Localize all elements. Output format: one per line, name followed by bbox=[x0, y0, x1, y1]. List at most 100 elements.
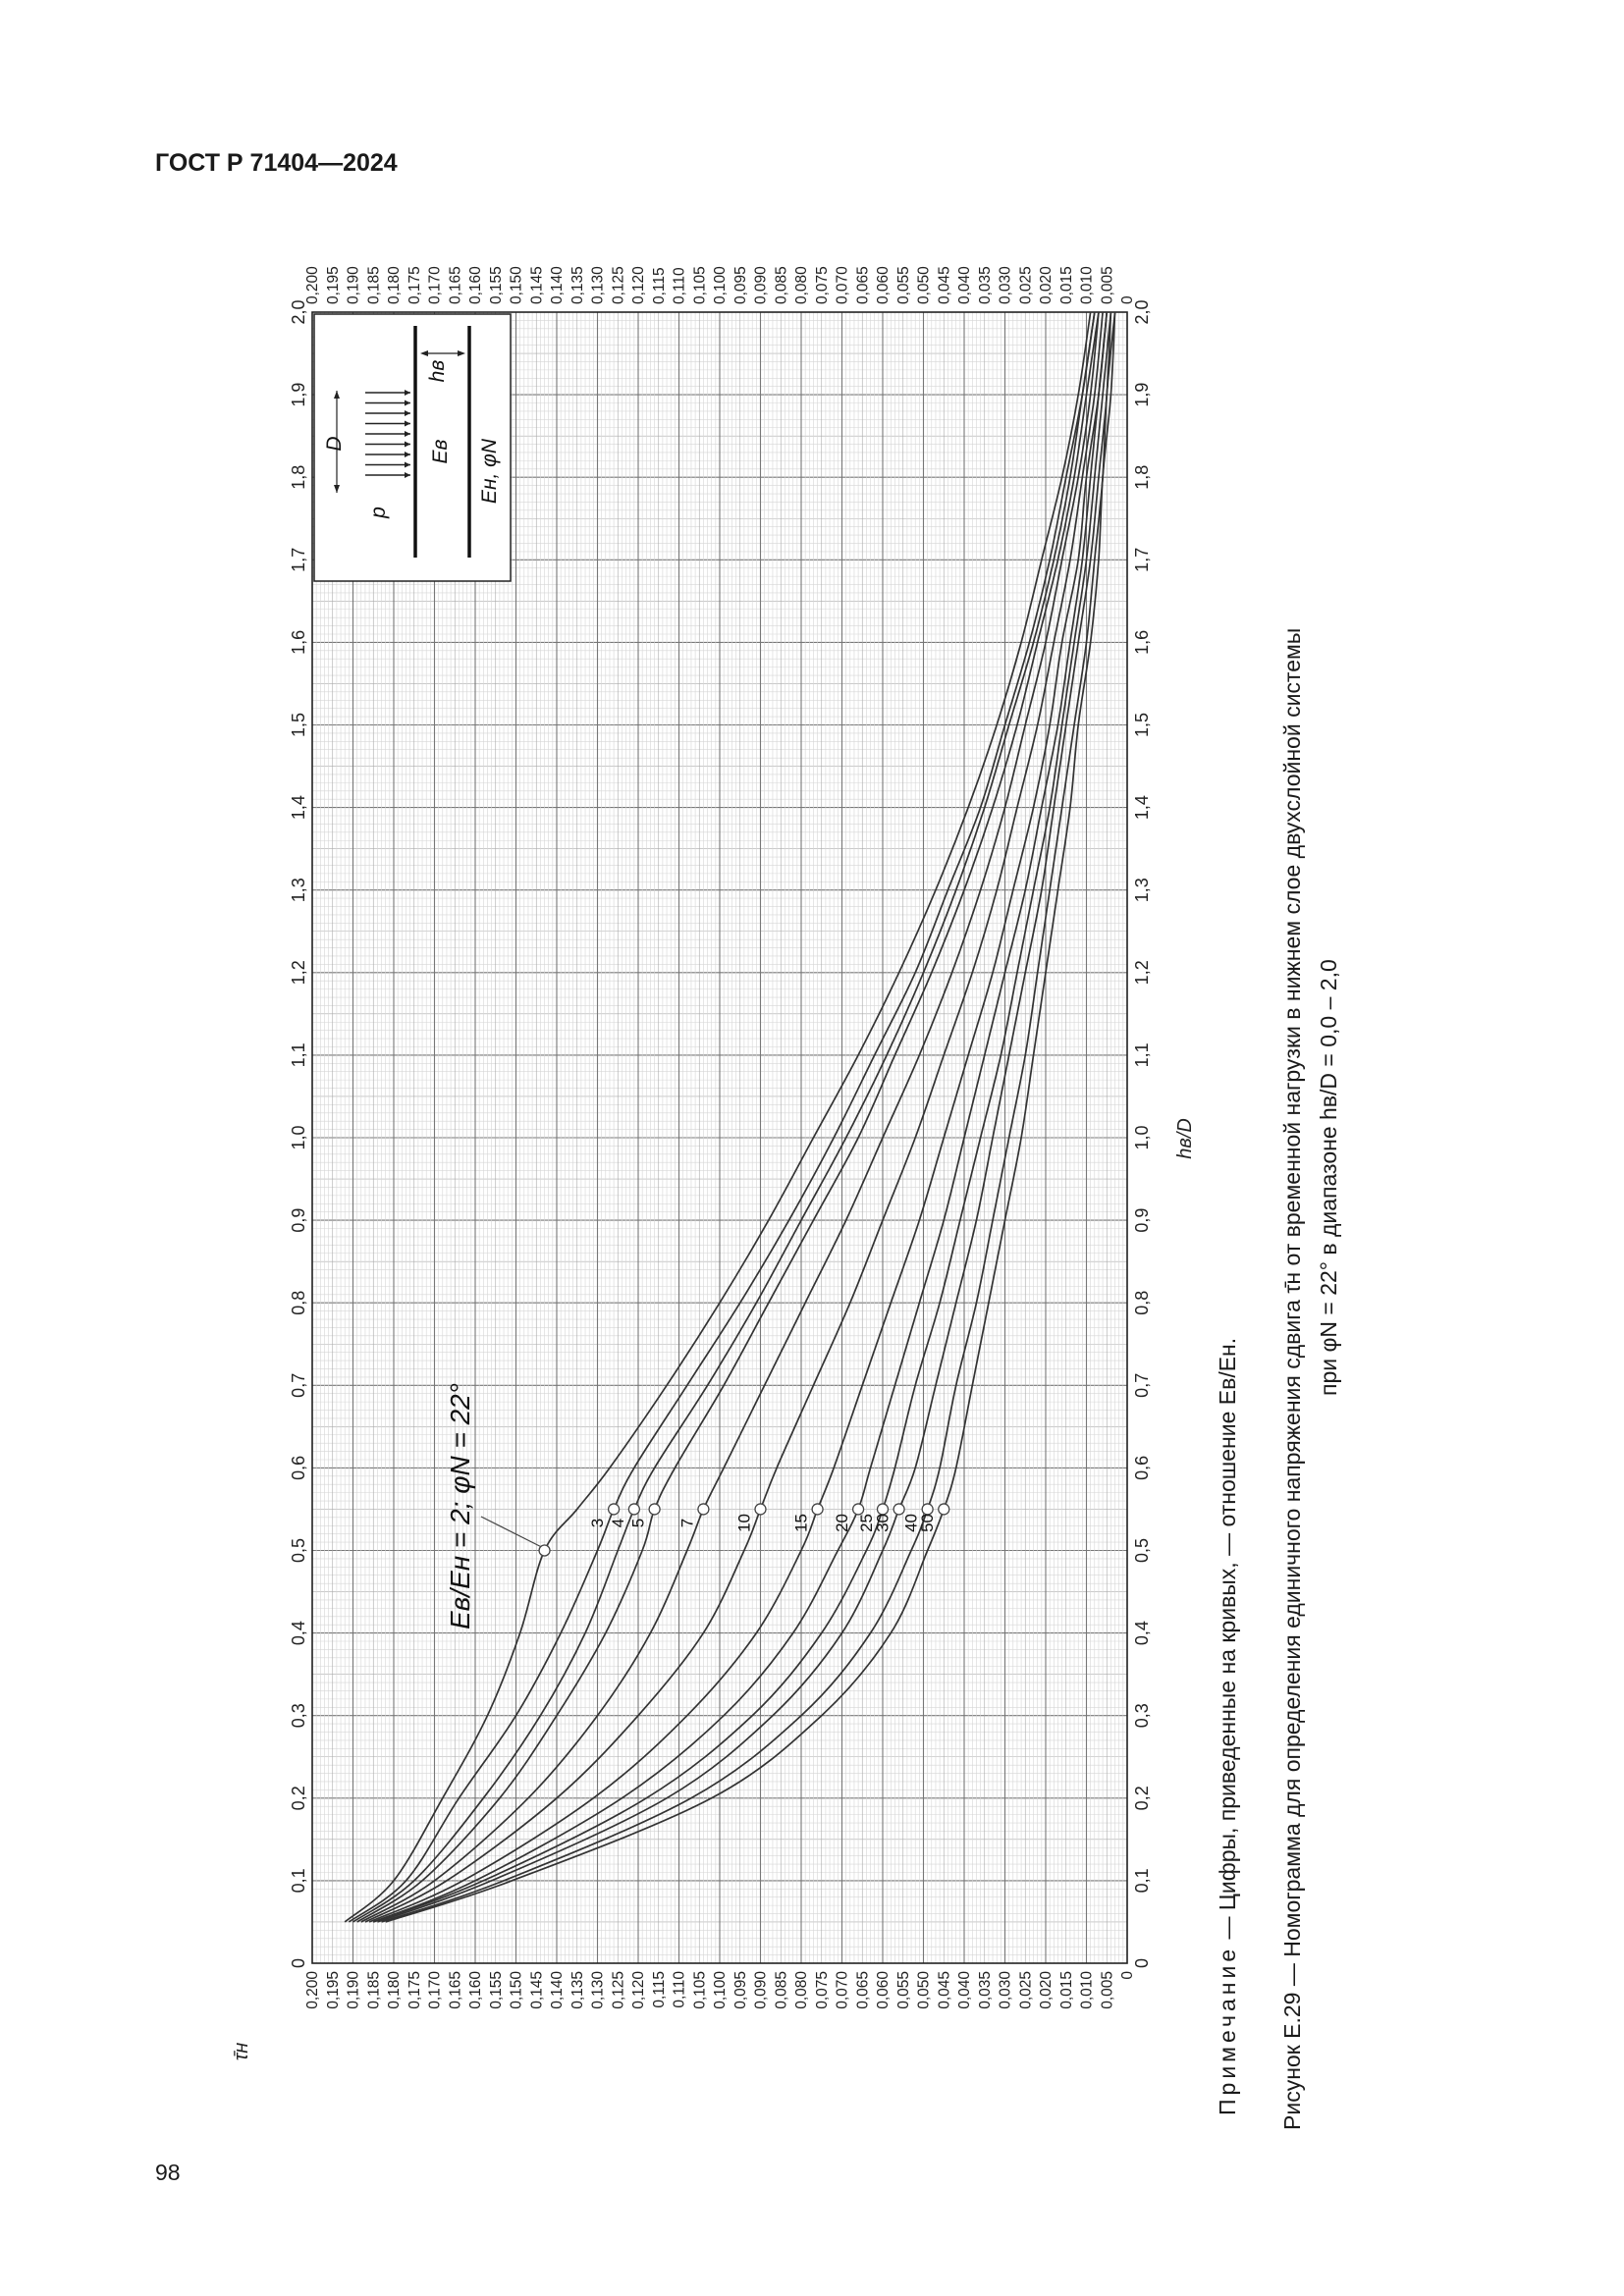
curve-group bbox=[344, 311, 1116, 1923]
x-tick-label: 0,8 bbox=[1132, 1291, 1152, 1315]
load-arrow-head bbox=[405, 420, 410, 427]
y-tick-label: 0,120 bbox=[630, 1971, 647, 2009]
y-tick-label: 0,185 bbox=[365, 266, 382, 304]
load-arrow-head bbox=[405, 390, 410, 396]
y-tick-label: 0,010 bbox=[1079, 1971, 1096, 2009]
x-tick-label: 1,5 bbox=[1132, 713, 1152, 737]
y-tick-label: 0,070 bbox=[835, 1971, 851, 2009]
load-arrow-head bbox=[405, 400, 410, 406]
x-tick-label: 0,8 bbox=[289, 1291, 308, 1315]
tick-labels: 0 0 0,1 0,1 0,2 0,2 0,3 0,3 0,4 0,4 0,5 0,5 0,6 0,6 0,… bbox=[231, 266, 1196, 2060]
load-arrow-head bbox=[405, 452, 410, 457]
y-tick-label: 0,195 bbox=[325, 266, 342, 304]
curve-series-20 bbox=[372, 311, 1109, 1923]
curve-series-15 bbox=[368, 311, 1109, 1923]
inset-frame bbox=[313, 313, 512, 582]
load-arrow-head bbox=[405, 431, 410, 437]
y-tick-label: 0,030 bbox=[998, 1971, 1014, 2009]
curve-series-3 bbox=[348, 311, 1096, 1923]
curve-series-10 bbox=[364, 311, 1104, 1923]
y-axis-label: τ̄н bbox=[231, 2043, 252, 2061]
curve-label: 7 bbox=[677, 1519, 696, 1527]
curve-label: 4 bbox=[609, 1519, 627, 1527]
y-tick-label: 0,170 bbox=[427, 1971, 444, 2009]
x-tick-label: 1,6 bbox=[289, 630, 308, 655]
y-tick-label: 0,115 bbox=[651, 1971, 668, 2008]
y-tick-label: 0,150 bbox=[509, 266, 525, 304]
curve-marker bbox=[754, 1503, 767, 1516]
y-tick-label: 0,050 bbox=[916, 266, 933, 304]
y-tick-label: 0,190 bbox=[346, 1971, 362, 2009]
y-tick-label: 0,110 bbox=[672, 1971, 688, 2008]
x-tick-label: 0,6 bbox=[1132, 1456, 1152, 1480]
curve-marker bbox=[851, 1503, 865, 1516]
curve-series-2 bbox=[344, 311, 1092, 1923]
x-tick-label: 1,0 bbox=[289, 1125, 308, 1149]
y-tick-label: 0,045 bbox=[936, 266, 952, 304]
y-tick-label: 0,105 bbox=[691, 266, 708, 304]
curve-label: 50 bbox=[918, 1514, 937, 1532]
document-header: ГОСТ Р 71404—2024 bbox=[155, 149, 398, 177]
y-tick-label: 0,065 bbox=[854, 1971, 871, 2009]
annotation-leader bbox=[480, 1516, 541, 1548]
y-tick-label: 0,010 bbox=[1079, 266, 1096, 304]
y-tick-label: 0,005 bbox=[1099, 1971, 1115, 2009]
x-tick-label: 0,5 bbox=[1132, 1538, 1152, 1563]
x-tick-label: 1,3 bbox=[289, 878, 308, 902]
curve-label: 5 bbox=[629, 1519, 648, 1527]
y-tick-label: 0,015 bbox=[1058, 266, 1075, 304]
y-tick-label: 0,145 bbox=[528, 266, 545, 304]
y-tick-label: 0,160 bbox=[467, 266, 484, 304]
y-tick-label: 0,150 bbox=[509, 1971, 525, 2009]
curve-label: 10 bbox=[735, 1514, 754, 1532]
y-tick-label: 0,055 bbox=[895, 1971, 912, 2009]
x-tick-label: 1,9 bbox=[1132, 383, 1152, 407]
y-tick-label: 0,130 bbox=[590, 266, 607, 304]
x-axis-label: hв/D bbox=[1174, 1118, 1196, 1159]
curve-label: 25 bbox=[857, 1514, 876, 1532]
curve-label: 30 bbox=[874, 1514, 893, 1532]
y-tick-label: 0,040 bbox=[956, 1971, 973, 2009]
y-tick-label: 0,175 bbox=[406, 1971, 423, 2009]
x-tick-label: 0,4 bbox=[289, 1621, 308, 1645]
y-tick-label: 0,075 bbox=[814, 1971, 831, 2009]
y-tick-label: 0,190 bbox=[346, 266, 362, 304]
y-tick-label: 0,165 bbox=[447, 1971, 463, 2009]
x-tick-label: 1,8 bbox=[1132, 465, 1152, 490]
y-tick-label: 0,085 bbox=[773, 266, 789, 304]
load-arrow-head bbox=[405, 441, 410, 448]
inset-diagram: p Dhв Eв Eн, φN bbox=[313, 313, 512, 582]
x-tick-label: 0,6 bbox=[289, 1456, 308, 1480]
y-tick-label: 0,005 bbox=[1099, 266, 1115, 304]
curve-marker bbox=[538, 1544, 551, 1557]
y-tick-label: 0,015 bbox=[1058, 1971, 1075, 2009]
curve-marker bbox=[607, 1503, 621, 1516]
y-tick-label: 0,160 bbox=[467, 1971, 484, 2009]
y-tick-label: 0,115 bbox=[651, 267, 668, 304]
load-arrow-head bbox=[405, 472, 410, 478]
y-tick-label: 0,140 bbox=[549, 1971, 566, 2009]
x-tick-label: 1,8 bbox=[289, 465, 308, 490]
curve-marker bbox=[627, 1503, 640, 1516]
y-tick-label: 0,090 bbox=[753, 266, 770, 304]
curve-marker bbox=[876, 1503, 890, 1516]
y-tick-label: 0 bbox=[1119, 1971, 1136, 1980]
x-tick-label: 0,7 bbox=[289, 1373, 308, 1398]
figure-caption-line2: при φN = 22° в диапазоне hв/D = 0,0 – 2,… bbox=[1316, 959, 1341, 1396]
plot-frame bbox=[311, 311, 1128, 1964]
curve-marker bbox=[697, 1503, 710, 1516]
curve-marker bbox=[938, 1503, 950, 1516]
y-tick-label: 0,200 bbox=[304, 266, 321, 304]
y-tick-label: 0,105 bbox=[691, 1971, 708, 2009]
x-tick-label: 1,4 bbox=[1132, 795, 1152, 820]
x-tick-label: 0,5 bbox=[289, 1538, 308, 1563]
y-tick-label: 0 bbox=[1119, 295, 1136, 304]
curve-series-30 bbox=[377, 311, 1112, 1923]
x-tick-label: 1,6 bbox=[1132, 630, 1152, 655]
y-tick-label: 0,060 bbox=[875, 266, 892, 304]
x-tick-label: 0,3 bbox=[1132, 1703, 1152, 1728]
y-tick-label: 0,125 bbox=[610, 266, 626, 304]
y-tick-label: 0,180 bbox=[386, 266, 403, 304]
y-tick-label: 0,020 bbox=[1038, 1971, 1055, 2009]
y-tick-label: 0,095 bbox=[732, 1971, 749, 2009]
